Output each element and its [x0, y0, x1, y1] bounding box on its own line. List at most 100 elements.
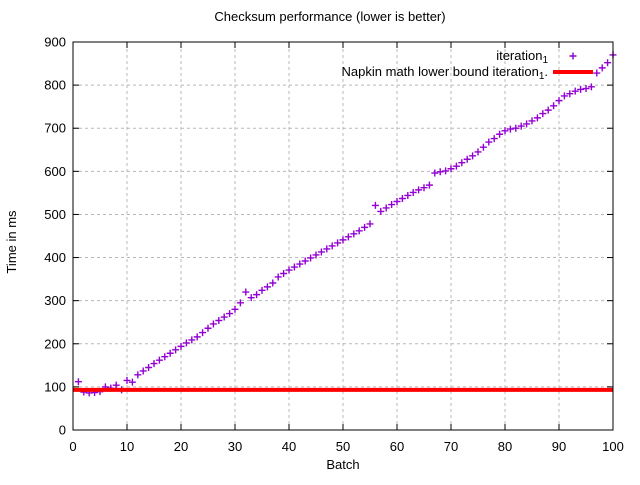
- data-point-plus: [452, 162, 460, 170]
- data-point-plus: [398, 194, 406, 202]
- data-point-plus: [485, 138, 493, 146]
- data-point-plus: [280, 270, 288, 278]
- data-point-plus: [145, 363, 153, 371]
- data-point-plus: [355, 227, 363, 235]
- generated-plot-layers: 0 10 20 30 40 50 60 70 80 90 100 0 100 200 300 400 500 60…: [44, 35, 624, 455]
- x-tick-label: 60: [390, 439, 404, 454]
- y-axis-label: Time in ms: [4, 210, 19, 274]
- x-tick-label: 40: [282, 439, 296, 454]
- data-point-plus: [215, 316, 223, 324]
- data-point-plus: [188, 336, 196, 344]
- x-tick-label: 90: [552, 439, 566, 454]
- data-point-plus: [242, 288, 250, 296]
- data-point-plus: [274, 273, 282, 281]
- data-point-plus: [463, 155, 471, 163]
- data-point-plus: [334, 239, 342, 247]
- data-point-plus: [415, 186, 423, 194]
- grid-lines: [73, 42, 613, 430]
- data-point-plus: [220, 313, 228, 321]
- data-point-plus: [393, 198, 401, 206]
- data-point-plus: [490, 135, 498, 143]
- y-tick-label: 700: [44, 121, 66, 136]
- x-tick-label: 70: [444, 439, 458, 454]
- data-point-plus: [496, 130, 504, 138]
- data-point-plus: [317, 248, 325, 256]
- data-point-plus: [528, 117, 536, 125]
- data-point-plus: [517, 122, 525, 130]
- data-point-plus: [231, 305, 239, 313]
- data-point-plus: [458, 159, 466, 167]
- data-point-plus: [382, 204, 390, 212]
- y-tick-label: 0: [59, 423, 66, 438]
- data-point-plus: [290, 263, 298, 271]
- data-point-plus: [566, 90, 574, 98]
- x-tick-label: 0: [69, 439, 76, 454]
- data-point-plus: [269, 279, 277, 287]
- data-point-plus: [447, 165, 455, 173]
- data-point-plus: [350, 230, 358, 238]
- data-point-plus: [577, 85, 585, 93]
- x-tick-label: 30: [228, 439, 242, 454]
- y-tick-labels: 0 100 200 300 400 500 600 700 800 900: [44, 35, 66, 438]
- data-point-plus: [312, 251, 320, 259]
- data-point-plus: [134, 371, 142, 379]
- data-point-plus: [523, 120, 531, 128]
- y-tick-label: 900: [44, 35, 66, 50]
- data-point-plus: [199, 329, 207, 337]
- data-point-plus: [533, 114, 541, 122]
- data-point-plus: [555, 97, 563, 105]
- data-point-plus: [404, 191, 412, 199]
- chart-title: Checksum performance (lower is better): [214, 9, 445, 24]
- data-point-plus: [587, 83, 595, 91]
- data-point-plus: [285, 266, 293, 274]
- x-tick-label: 100: [602, 439, 624, 454]
- legend: iteration1 Napkin math lower bound itera…: [342, 48, 593, 82]
- data-point-plus: [253, 291, 261, 299]
- data-point-plus: [301, 257, 309, 265]
- data-point-plus: [193, 333, 201, 341]
- data-point-plus: [155, 356, 163, 364]
- data-point-plus: [204, 324, 212, 332]
- data-point-plus: [123, 376, 131, 384]
- data-point-plus: [161, 353, 169, 361]
- data-point-plus: [593, 69, 601, 77]
- data-point-plus: [377, 207, 385, 215]
- y-tick-label: 800: [44, 78, 66, 93]
- legend-label-iteration1-sub: 1: [542, 55, 548, 66]
- data-point-plus: [258, 286, 266, 294]
- data-point-plus: [366, 220, 374, 228]
- y-tick-label: 300: [44, 293, 66, 308]
- data-points-iteration1: [74, 51, 617, 397]
- x-tick-label: 50: [336, 439, 350, 454]
- data-point-plus: [172, 346, 180, 354]
- data-point-plus: [420, 184, 428, 192]
- data-point-plus: [431, 169, 439, 177]
- legend-label-iteration1: iteration1: [496, 48, 548, 66]
- data-point-plus: [296, 260, 304, 268]
- data-point-plus: [182, 339, 190, 347]
- data-point-plus: [371, 201, 379, 209]
- x-axis-label: Batch: [326, 457, 359, 472]
- data-point-plus: [425, 181, 433, 189]
- x-tick-label: 80: [498, 439, 512, 454]
- data-point-plus: [442, 167, 450, 175]
- data-point-plus: [474, 148, 482, 156]
- data-point-plus: [236, 299, 244, 307]
- y-tick-label: 100: [44, 379, 66, 394]
- data-point-plus: [582, 85, 590, 93]
- legend-label-lower-bound-suffix: .: [544, 64, 548, 79]
- data-point-plus: [550, 102, 558, 110]
- data-point-plus: [409, 188, 417, 196]
- data-point-plus: [128, 378, 136, 386]
- legend-label-lower-bound-sub: 1: [539, 71, 545, 82]
- data-point-plus: [307, 254, 315, 262]
- data-point-plus: [361, 223, 369, 231]
- x-tick-labels: 0 10 20 30 40 50 60 70 80 90 100: [69, 439, 623, 454]
- x-tick-label: 20: [174, 439, 188, 454]
- legend-marker-plus-icon: [569, 52, 577, 60]
- data-point-plus: [512, 124, 520, 132]
- data-point-plus: [539, 110, 547, 118]
- data-point-plus: [501, 127, 509, 135]
- data-point-plus: [112, 381, 120, 389]
